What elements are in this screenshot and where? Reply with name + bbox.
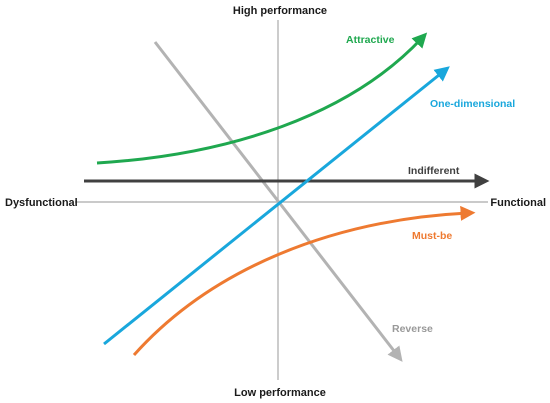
label-indifferent: Indifferent <box>408 165 460 177</box>
label-one-dimensional: One-dimensional <box>430 98 515 110</box>
axis-label-functional: Functional <box>490 197 546 209</box>
axis-label-low-performance: Low performance <box>234 387 326 399</box>
must-be-curve <box>132 205 476 357</box>
axis-label-dysfunctional: Dysfunctional <box>5 197 78 209</box>
axis-label-high-performance: High performance <box>233 5 327 17</box>
label-must-be: Must-be <box>412 230 452 242</box>
reverse-curve <box>153 41 403 362</box>
attractive-curve <box>96 32 428 165</box>
label-reverse: Reverse <box>392 323 433 335</box>
one-dimensional-curve <box>103 66 450 346</box>
label-attractive: Attractive <box>346 34 395 46</box>
